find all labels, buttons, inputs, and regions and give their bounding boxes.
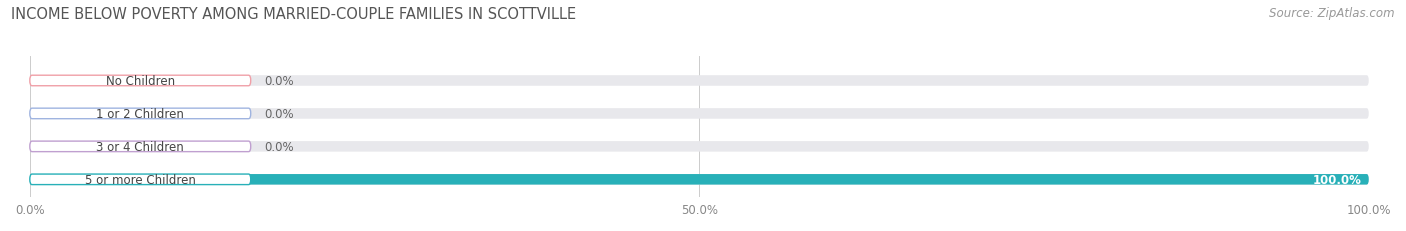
Text: Source: ZipAtlas.com: Source: ZipAtlas.com — [1270, 7, 1395, 20]
Text: 5 or more Children: 5 or more Children — [84, 173, 195, 186]
Text: 100.0%: 100.0% — [1313, 173, 1362, 186]
Text: 3 or 4 Children: 3 or 4 Children — [97, 140, 184, 153]
Text: 1 or 2 Children: 1 or 2 Children — [97, 107, 184, 120]
FancyBboxPatch shape — [30, 109, 162, 119]
FancyBboxPatch shape — [30, 142, 162, 152]
FancyBboxPatch shape — [30, 76, 1369, 86]
Text: 0.0%: 0.0% — [264, 75, 294, 88]
FancyBboxPatch shape — [30, 174, 250, 185]
FancyBboxPatch shape — [30, 174, 1369, 185]
FancyBboxPatch shape — [30, 174, 1369, 185]
FancyBboxPatch shape — [30, 76, 250, 86]
FancyBboxPatch shape — [30, 142, 250, 152]
Text: INCOME BELOW POVERTY AMONG MARRIED-COUPLE FAMILIES IN SCOTTVILLE: INCOME BELOW POVERTY AMONG MARRIED-COUPL… — [11, 7, 576, 22]
FancyBboxPatch shape — [30, 76, 162, 86]
Text: 0.0%: 0.0% — [264, 140, 294, 153]
FancyBboxPatch shape — [30, 142, 1369, 152]
FancyBboxPatch shape — [30, 109, 1369, 119]
Text: No Children: No Children — [105, 75, 174, 88]
FancyBboxPatch shape — [30, 109, 250, 119]
Text: 0.0%: 0.0% — [264, 107, 294, 120]
